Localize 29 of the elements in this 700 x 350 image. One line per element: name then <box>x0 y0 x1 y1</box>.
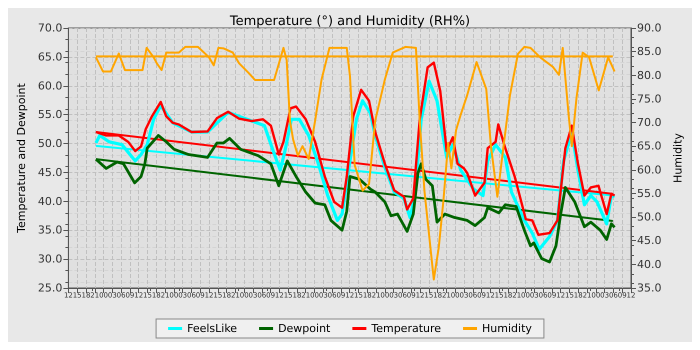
y2-tick-label: 60.0 <box>637 163 662 176</box>
y-tick-label: 65.0 <box>38 50 62 64</box>
y-axis-title: Temperature and Dewpoint <box>15 82 28 234</box>
y2-tick-label: 80.0 <box>637 68 662 82</box>
y2-tick-label: 75.0 <box>637 92 662 106</box>
y2-tick-label: 55.0 <box>637 186 662 200</box>
legend-label: Humidity <box>482 322 532 335</box>
y2-tick-label: 70.0 <box>637 116 662 130</box>
y-tick-label: 50.0 <box>38 137 62 150</box>
y-tick-label: 45.0 <box>38 166 62 179</box>
legend-label: Dewpoint <box>278 322 332 335</box>
y-tick-label: 55.0 <box>38 108 62 122</box>
y2-tick-label: 40.0 <box>637 258 662 271</box>
y2-tick-label: 65.0 <box>637 140 662 153</box>
y-tick-label: 35.0 <box>38 224 62 237</box>
y2-tick-label: 90.0 <box>637 22 662 34</box>
y-tick-label: 60.0 <box>38 79 62 92</box>
chart-title: Temperature (°) and Humidity (RH%) <box>228 14 470 29</box>
y2-axis-title: Humidity <box>671 132 684 183</box>
legend-label: FeelsLike <box>187 322 238 335</box>
legend-label: Temperature <box>370 322 442 335</box>
y2-tick-label: 85.0 <box>637 45 662 58</box>
y2-tick-label: 35.0 <box>637 282 662 294</box>
y-tick-label: 25.0 <box>38 282 62 294</box>
y-tick-label: 70.0 <box>38 22 62 34</box>
y-tick-label: 40.0 <box>38 194 62 208</box>
y2-tick-label: 50.0 <box>637 210 662 224</box>
y2-tick-label: 45.0 <box>637 234 662 248</box>
y-tick-label: 30.0 <box>38 252 62 266</box>
